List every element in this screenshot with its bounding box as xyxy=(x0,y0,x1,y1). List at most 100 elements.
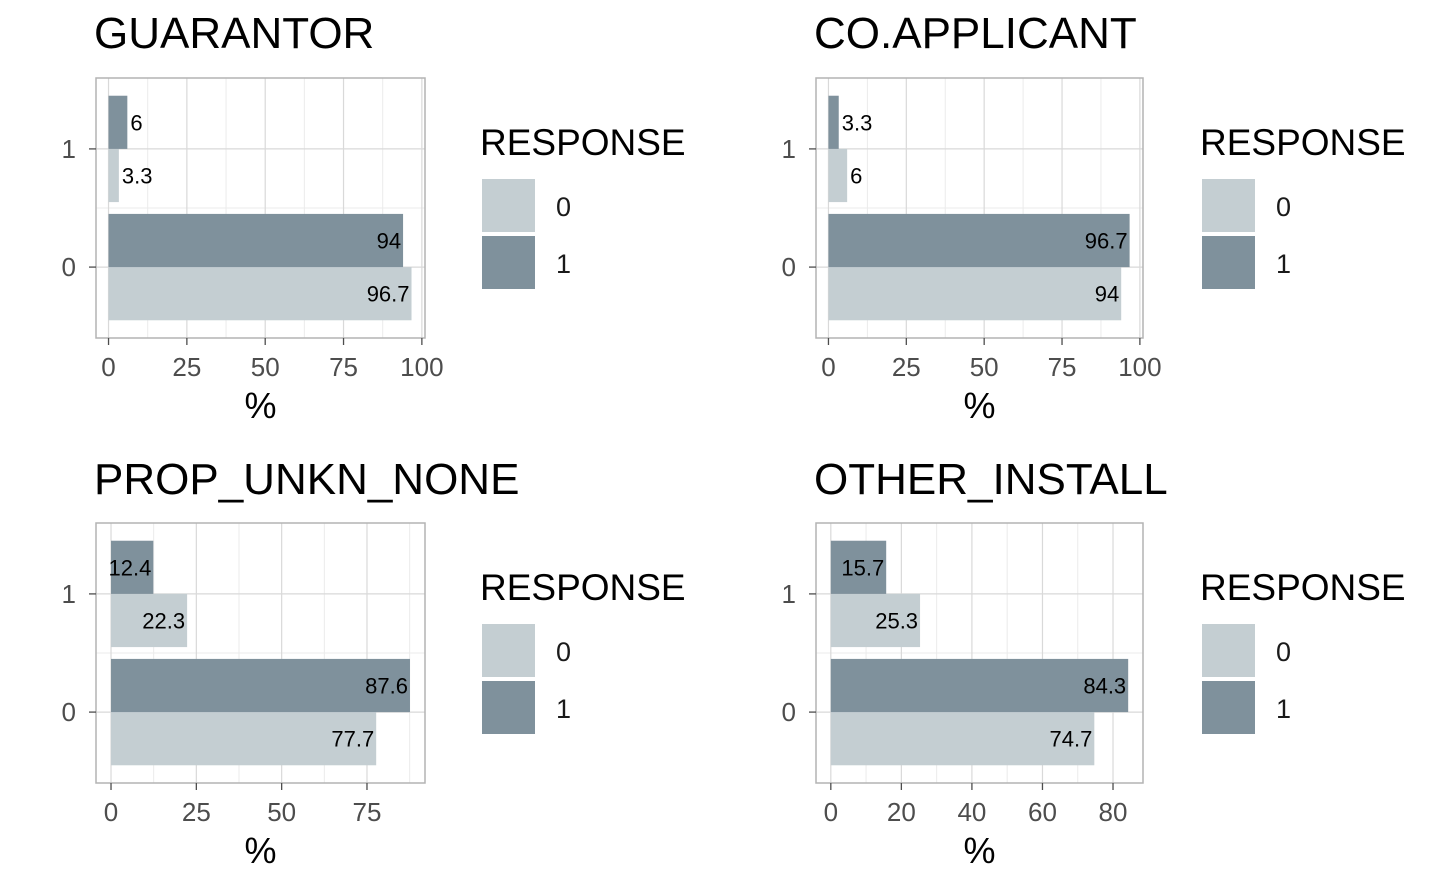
panel-border xyxy=(95,522,426,784)
data-label: 77.7 xyxy=(331,727,374,752)
bar-other-install-cat0-response0 xyxy=(830,712,1095,766)
x-tick-label: 25 xyxy=(892,352,921,382)
x-tick-label: 75 xyxy=(1048,352,1077,382)
y-tick-label: 1 xyxy=(782,579,796,609)
data-label: 84.3 xyxy=(1083,674,1126,699)
data-label: 74.7 xyxy=(1049,727,1092,752)
legend-key-0 xyxy=(482,624,535,677)
y-tick-label: 0 xyxy=(62,697,76,727)
legend-key-1 xyxy=(1202,681,1255,734)
bar-guarantor-cat0-response0 xyxy=(108,267,412,321)
y-tick-label: 0 xyxy=(62,252,76,282)
data-label: 6 xyxy=(130,110,142,135)
bar-guarantor-cat1-response0 xyxy=(108,148,119,203)
legend-label-1: 1 xyxy=(556,694,571,724)
panel-prop-unkn-none: PROP_UNKN_NONE 77.7 87.6 22.3 12.4 0 1 0 25 50 75%… xyxy=(62,455,686,871)
y-tick-label: 1 xyxy=(782,134,796,164)
x-tick-label: 100 xyxy=(1118,352,1161,382)
x-tick-label: 75 xyxy=(329,352,358,382)
x-tick-label: 40 xyxy=(957,797,986,827)
x-axis-title: % xyxy=(244,830,276,871)
bar-co-applicant-cat1-response0 xyxy=(828,148,848,203)
bar-guarantor-cat0-response1 xyxy=(108,213,404,268)
bar-other-install-cat1-response1 xyxy=(830,540,887,594)
bar-other-install-cat1-response0 xyxy=(830,593,921,648)
bar-co-applicant-cat1-response1 xyxy=(828,95,839,149)
x-tick-label: 60 xyxy=(1028,797,1057,827)
legend-key-1 xyxy=(1202,236,1255,289)
data-label: 6 xyxy=(850,164,862,189)
legend: RESPONSE 0 1 xyxy=(1200,122,1406,289)
legend: RESPONSE 0 1 xyxy=(480,122,686,289)
data-label: 3.3 xyxy=(842,110,873,135)
panel-border xyxy=(95,77,426,339)
data-label: 25.3 xyxy=(875,609,918,634)
data-label: 3.3 xyxy=(122,164,153,189)
panel-title: PROP_UNKN_NONE xyxy=(94,455,519,504)
bar-co-applicant-cat0-response0 xyxy=(828,267,1122,321)
y-tick-label: 0 xyxy=(782,697,796,727)
x-tick-label: 0 xyxy=(824,797,838,827)
y-tick-label: 1 xyxy=(62,579,76,609)
x-tick-label: 50 xyxy=(970,352,999,382)
data-label: 94 xyxy=(377,229,401,254)
data-label: 96.7 xyxy=(1085,229,1128,254)
y-tick-label: 0 xyxy=(782,252,796,282)
legend: RESPONSE 0 1 xyxy=(1200,567,1406,734)
bar-prop-unkn-none-cat0-response0 xyxy=(111,712,377,766)
bar-prop-unkn-none-cat0-response1 xyxy=(111,658,410,713)
x-axis-title: % xyxy=(963,830,995,871)
legend-label-0: 0 xyxy=(1276,192,1291,222)
legend-title: RESPONSE xyxy=(480,122,686,163)
x-tick-label: 50 xyxy=(267,797,296,827)
x-axis-title: % xyxy=(244,385,276,426)
legend-key-1 xyxy=(482,236,535,289)
x-tick-label: 25 xyxy=(182,797,211,827)
legend-key-1 xyxy=(482,681,535,734)
data-label: 87.6 xyxy=(365,674,408,699)
data-label: 12.4 xyxy=(109,555,152,580)
legend-title: RESPONSE xyxy=(480,567,686,608)
legend-label-0: 0 xyxy=(556,637,571,667)
legend-label-1: 1 xyxy=(1276,694,1291,724)
bar-prop-unkn-none-cat1-response1 xyxy=(111,540,154,594)
legend-label-0: 0 xyxy=(556,192,571,222)
x-tick-label: 0 xyxy=(101,352,115,382)
x-tick-label: 20 xyxy=(887,797,916,827)
x-tick-label: 0 xyxy=(104,797,118,827)
x-tick-label: 50 xyxy=(251,352,280,382)
panel-title: CO.APPLICANT xyxy=(814,9,1137,58)
x-tick-label: 75 xyxy=(353,797,382,827)
bar-guarantor-cat1-response1 xyxy=(108,95,128,149)
legend-title: RESPONSE xyxy=(1200,567,1406,608)
legend-key-0 xyxy=(1202,624,1255,677)
bar-co-applicant-cat0-response1 xyxy=(828,213,1130,268)
legend: RESPONSE 0 1 xyxy=(480,567,686,734)
legend-title: RESPONSE xyxy=(1200,122,1406,163)
x-tick-label: 80 xyxy=(1099,797,1128,827)
bar-prop-unkn-none-cat1-response0 xyxy=(111,593,188,648)
panel-co-applicant: CO.APPLICANT 94 96.7 6 3.3 0 1 0 25 50 75 100% RESPO… xyxy=(782,9,1406,426)
bar-other-install-cat0-response1 xyxy=(830,658,1129,713)
x-tick-label: 25 xyxy=(172,352,201,382)
legend-key-0 xyxy=(1202,179,1255,232)
data-label: 94 xyxy=(1095,282,1119,307)
data-label: 22.3 xyxy=(142,609,185,634)
panel-border xyxy=(815,522,1144,784)
panel-title: GUARANTOR xyxy=(94,9,374,58)
legend-label-0: 0 xyxy=(1276,637,1291,667)
data-label: 15.7 xyxy=(841,555,884,580)
x-axis-title: % xyxy=(963,385,995,426)
y-tick-label: 1 xyxy=(62,134,76,164)
legend-label-1: 1 xyxy=(1276,249,1291,279)
panel-border xyxy=(815,77,1144,339)
legend-label-1: 1 xyxy=(556,249,571,279)
panel-guarantor: GUARANTOR 96.7 94 3.3 6 0 1 0 25 50 75 100% RESPONSE… xyxy=(62,9,686,426)
x-tick-label: 100 xyxy=(400,352,443,382)
panel-title: OTHER_INSTALL xyxy=(814,455,1168,504)
legend-key-0 xyxy=(482,179,535,232)
x-tick-label: 0 xyxy=(821,352,835,382)
data-label: 96.7 xyxy=(367,282,410,307)
